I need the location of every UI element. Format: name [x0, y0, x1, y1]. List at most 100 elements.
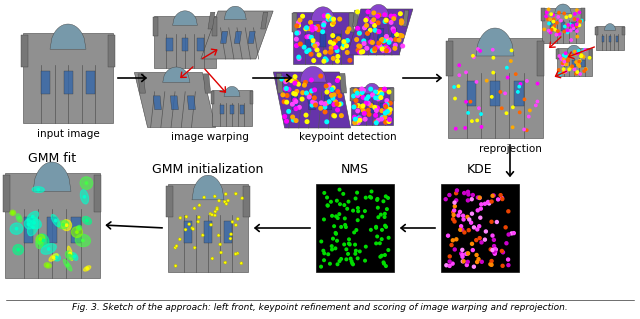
Circle shape: [289, 79, 293, 83]
Circle shape: [570, 39, 572, 41]
Circle shape: [576, 35, 579, 38]
Circle shape: [301, 91, 305, 94]
Circle shape: [371, 93, 374, 97]
Circle shape: [184, 228, 187, 231]
Circle shape: [524, 98, 525, 100]
Circle shape: [578, 24, 580, 26]
Circle shape: [299, 42, 302, 46]
Circle shape: [216, 208, 219, 211]
Circle shape: [348, 242, 350, 245]
Polygon shape: [234, 31, 241, 43]
Circle shape: [332, 93, 336, 97]
Circle shape: [285, 87, 288, 90]
Circle shape: [352, 94, 355, 98]
Circle shape: [337, 102, 341, 106]
Circle shape: [344, 226, 347, 228]
Polygon shape: [292, 13, 296, 32]
Circle shape: [335, 102, 339, 106]
Circle shape: [191, 227, 195, 231]
Circle shape: [344, 224, 346, 226]
Circle shape: [563, 68, 565, 70]
Circle shape: [374, 90, 377, 94]
Polygon shape: [602, 36, 604, 42]
Circle shape: [300, 97, 304, 101]
Circle shape: [379, 88, 383, 92]
Circle shape: [326, 18, 330, 21]
Ellipse shape: [67, 246, 73, 261]
Circle shape: [291, 102, 294, 106]
Circle shape: [310, 35, 313, 39]
Circle shape: [319, 101, 323, 105]
Circle shape: [197, 216, 200, 219]
Circle shape: [356, 207, 359, 209]
Circle shape: [383, 111, 387, 115]
Circle shape: [380, 238, 383, 241]
Circle shape: [582, 56, 585, 58]
Polygon shape: [166, 186, 173, 217]
Polygon shape: [188, 96, 195, 110]
Circle shape: [453, 220, 456, 223]
Polygon shape: [563, 60, 567, 67]
Circle shape: [492, 238, 495, 241]
Circle shape: [575, 72, 577, 75]
Text: NMS: NMS: [341, 163, 369, 176]
Circle shape: [322, 249, 324, 252]
Circle shape: [354, 120, 358, 124]
Circle shape: [584, 48, 586, 51]
Circle shape: [365, 17, 369, 21]
Circle shape: [480, 126, 483, 128]
Circle shape: [584, 68, 587, 70]
Polygon shape: [589, 49, 592, 58]
Polygon shape: [572, 22, 575, 31]
Circle shape: [518, 85, 520, 88]
Circle shape: [553, 18, 555, 21]
Polygon shape: [212, 17, 217, 35]
Circle shape: [577, 63, 579, 66]
Circle shape: [312, 59, 316, 62]
Circle shape: [295, 24, 299, 28]
Circle shape: [362, 109, 365, 112]
Circle shape: [470, 212, 474, 215]
Circle shape: [360, 50, 363, 54]
Text: keypoint detection: keypoint detection: [299, 132, 397, 142]
Polygon shape: [537, 41, 545, 76]
Polygon shape: [3, 175, 10, 212]
Circle shape: [573, 50, 576, 53]
Circle shape: [342, 193, 344, 195]
Circle shape: [336, 59, 339, 63]
Circle shape: [193, 246, 196, 249]
Circle shape: [579, 20, 581, 22]
Circle shape: [332, 114, 335, 117]
Circle shape: [311, 100, 314, 104]
Circle shape: [356, 10, 360, 14]
Circle shape: [497, 198, 500, 201]
Circle shape: [365, 245, 367, 248]
Circle shape: [563, 71, 565, 73]
Circle shape: [566, 29, 568, 32]
Circle shape: [374, 114, 378, 117]
Ellipse shape: [10, 223, 23, 234]
Circle shape: [386, 208, 388, 211]
Ellipse shape: [27, 217, 42, 229]
Circle shape: [489, 263, 492, 266]
Circle shape: [213, 195, 216, 198]
Circle shape: [584, 69, 586, 71]
Circle shape: [472, 265, 476, 268]
Circle shape: [472, 55, 474, 57]
Circle shape: [340, 114, 343, 117]
Circle shape: [383, 87, 387, 91]
Circle shape: [335, 79, 339, 82]
Circle shape: [460, 225, 463, 228]
Circle shape: [291, 115, 294, 119]
Circle shape: [579, 73, 581, 75]
Circle shape: [369, 40, 372, 44]
Circle shape: [357, 116, 361, 120]
Circle shape: [193, 207, 196, 210]
Polygon shape: [403, 10, 409, 26]
Circle shape: [337, 76, 340, 80]
Circle shape: [578, 60, 580, 63]
Circle shape: [451, 239, 454, 242]
Circle shape: [476, 81, 477, 83]
Circle shape: [461, 249, 464, 251]
Circle shape: [462, 218, 465, 221]
